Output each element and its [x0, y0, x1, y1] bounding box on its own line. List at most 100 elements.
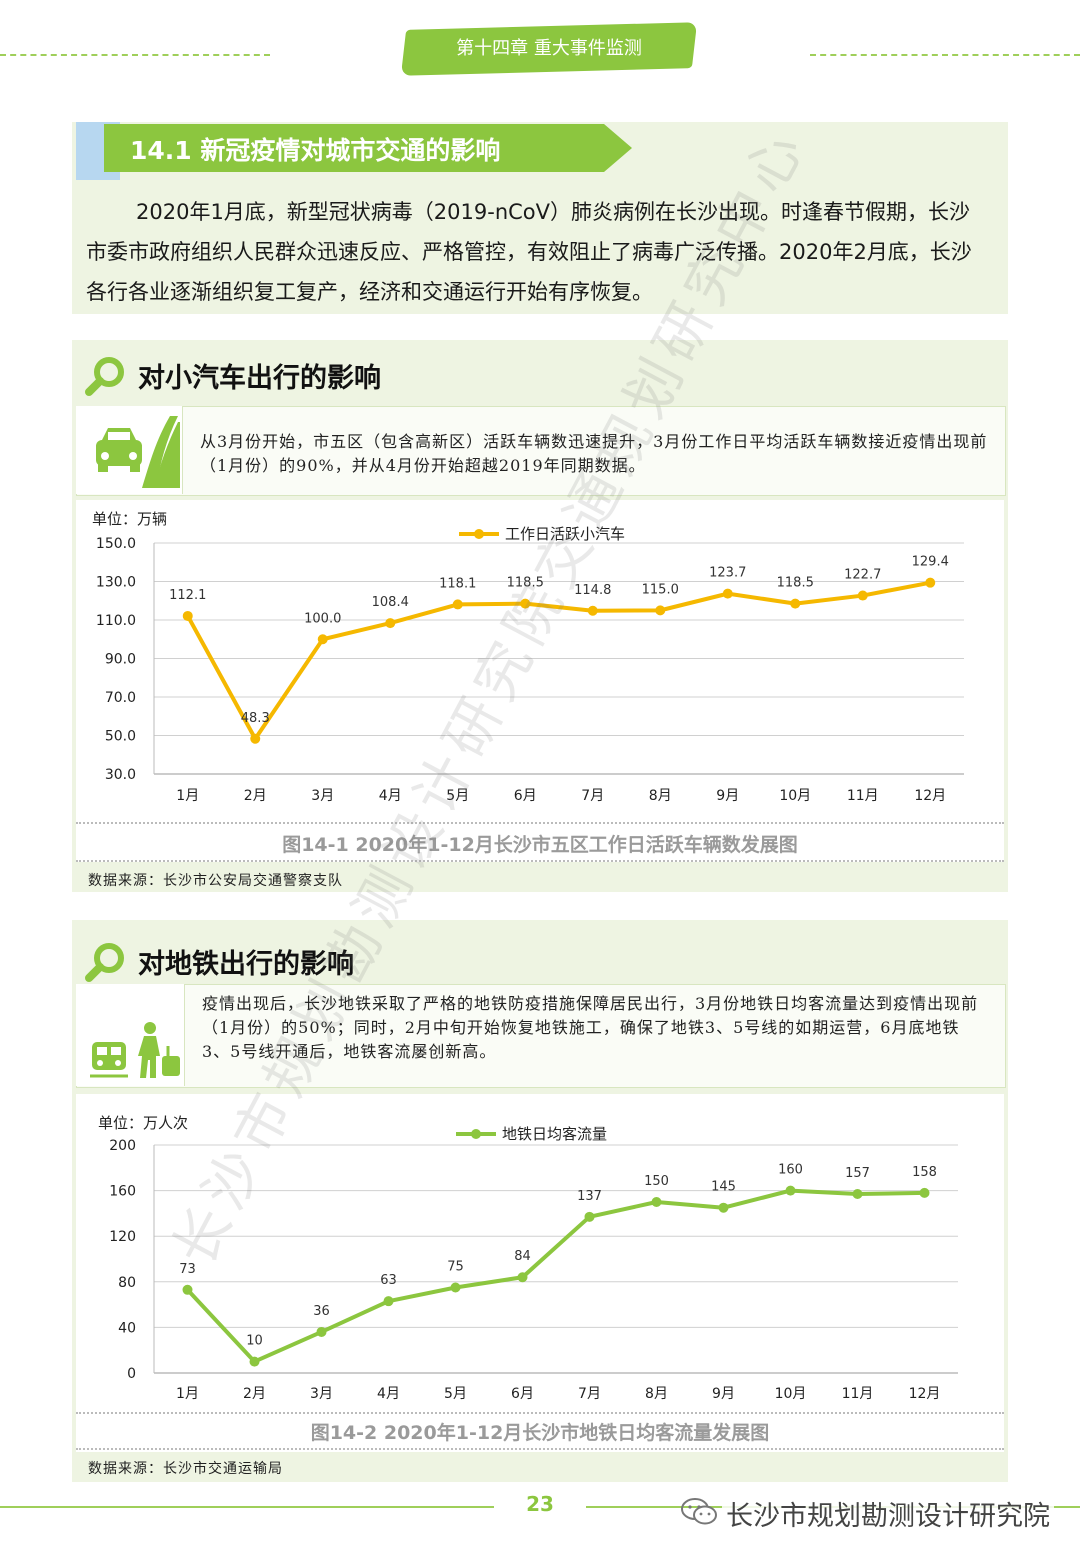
- data-point: [452, 599, 463, 610]
- data-label: 73: [179, 1262, 196, 1277]
- metro-data-source: 数据来源：长沙市交通运输局: [88, 1461, 283, 1477]
- data-label: 100.0: [304, 611, 341, 626]
- x-tick-label: 4月: [379, 788, 402, 804]
- metro-traveler-icon: [90, 1022, 180, 1078]
- car-line-chart: 30.0 50.0 70.0 90.0 110.0 130.0 150.0 1月 2月 3月 4月 5…: [96, 525, 964, 804]
- data-point: [450, 1282, 461, 1293]
- data-label: 118.1: [439, 576, 476, 591]
- x-tick-label: 10月: [779, 788, 811, 804]
- data-label: 158: [912, 1165, 937, 1180]
- x-tick-label: 11月: [847, 788, 879, 804]
- data-label: 84: [514, 1249, 531, 1264]
- magnifier-icon: [85, 943, 124, 982]
- car-data-source: 数据来源：长沙市公安局交通警察支队: [88, 873, 343, 889]
- metro-caption-rule: [76, 1412, 1004, 1414]
- data-point: [182, 1284, 193, 1295]
- metro-description: 疫情出现后，长沙地铁采取了严格的地铁防疫措施保障居民出行，3月份地铁日均客流量达…: [202, 994, 979, 1061]
- y-tick-label: 40: [118, 1320, 136, 1336]
- y-tick-label: 110.0: [96, 613, 136, 629]
- footer-rule-left: [0, 1506, 494, 1508]
- data-point: [722, 588, 733, 599]
- x-tick-label: 7月: [581, 788, 604, 804]
- data-label: 122.7: [844, 568, 881, 583]
- x-tick-label: 9月: [716, 788, 739, 804]
- metro-chart-area: [76, 1094, 1004, 1452]
- x-tick-label: 10月: [775, 1386, 807, 1402]
- x-tick-label: 7月: [578, 1386, 601, 1402]
- car-description: 从3月份开始，市五区（包含高新区）活跃车辆数迅速提升，3月份工作日平均活跃车辆数…: [200, 432, 988, 475]
- x-tick-label: 4月: [377, 1386, 400, 1402]
- data-point: [316, 1326, 327, 1337]
- data-point: [250, 733, 261, 744]
- x-tick-label: 12月: [909, 1386, 941, 1402]
- section-title-bar: [104, 124, 604, 172]
- data-label: 114.8: [574, 583, 611, 598]
- data-point: [718, 1202, 729, 1213]
- x-tick-label: 1月: [176, 1386, 199, 1402]
- x-tick-label: 6月: [514, 788, 537, 804]
- metro-chart-caption: 图14-2 2020年1-12月长沙市地铁日均客流量发展图: [310, 1422, 770, 1444]
- y-tick-label: 0: [127, 1366, 136, 1382]
- x-tick-label: 8月: [649, 788, 672, 804]
- data-label: 48.3: [241, 711, 270, 726]
- y-tick-label: 30.0: [105, 767, 136, 783]
- data-label: 108.4: [372, 595, 409, 610]
- section-title-arrow: [604, 124, 632, 172]
- data-label: 118.5: [507, 576, 544, 591]
- y-tick-label: 90.0: [105, 652, 136, 668]
- car-caption-rule: [76, 822, 1004, 824]
- magnifier-icon: [85, 357, 124, 396]
- y-tick-label: 130.0: [96, 575, 136, 591]
- data-label: 123.7: [709, 566, 746, 581]
- data-point: [790, 598, 801, 609]
- legend-marker: [471, 1129, 481, 1139]
- legend-label: 工作日活跃小汽车: [505, 525, 625, 543]
- data-point: [182, 610, 193, 621]
- car-caption-rule-bottom: [76, 860, 1004, 862]
- data-point: [520, 598, 531, 609]
- data-label: 118.5: [777, 576, 814, 591]
- metro-line-chart: 0 40 80 120 160 200 1月 2月 3月 4月 5月 6月 7月 8月 9月 10月 11月 12…: [109, 1125, 958, 1402]
- data-label: 75: [447, 1260, 464, 1275]
- x-tick-label: 5月: [446, 788, 469, 804]
- data-label: 150: [644, 1174, 669, 1189]
- x-tick-label: 3月: [311, 788, 334, 804]
- car-heading: 对小汽车出行的影响: [138, 363, 381, 394]
- x-tick-label: 12月: [914, 788, 946, 804]
- x-tick-label: 3月: [310, 1386, 333, 1402]
- car-chart-unit: 单位：万辆: [92, 510, 168, 528]
- metro-chart-unit: 单位：万人次: [98, 1114, 189, 1132]
- data-point: [651, 1197, 662, 1207]
- y-tick-label: 200: [109, 1138, 136, 1154]
- data-point: [584, 1211, 595, 1222]
- series-line: [186, 1188, 925, 1364]
- metro-desc-box: [76, 984, 1006, 1088]
- data-point: [655, 605, 666, 616]
- wechat-icon: [681, 1498, 717, 1525]
- y-tick-label: 80: [118, 1275, 136, 1291]
- car-chart-caption: 图14-1 2020年1-12月长沙市五区工作日活跃车辆数发展图: [282, 834, 798, 856]
- data-point: [385, 618, 396, 629]
- data-label: 10: [246, 1334, 263, 1349]
- section-title: 14.1 新冠疫情对城市交通的影响: [130, 136, 501, 165]
- data-label: 115.0: [642, 582, 679, 597]
- data-point: [785, 1185, 796, 1196]
- y-tick-label: 150.0: [96, 536, 136, 552]
- data-point: [317, 634, 328, 645]
- x-tick-label: 2月: [244, 788, 267, 804]
- data-point: [925, 577, 936, 588]
- car-road-icon: [96, 416, 180, 488]
- y-tick-label: 120: [109, 1229, 136, 1245]
- y-tick-label: 70.0: [105, 690, 136, 706]
- page-number: 23: [526, 1492, 554, 1516]
- car-chart-area: [76, 500, 1004, 862]
- metro-heading: 对地铁出行的影响: [138, 949, 354, 980]
- legend-label: 地铁日均客流量: [502, 1125, 607, 1143]
- data-label: 145: [711, 1180, 736, 1195]
- x-tick-label: 8月: [645, 1386, 668, 1402]
- x-tick-label: 6月: [511, 1386, 534, 1402]
- legend-marker: [474, 529, 484, 539]
- data-label: 36: [313, 1304, 330, 1319]
- x-tick-label: 1月: [176, 788, 199, 804]
- data-point: [383, 1296, 394, 1307]
